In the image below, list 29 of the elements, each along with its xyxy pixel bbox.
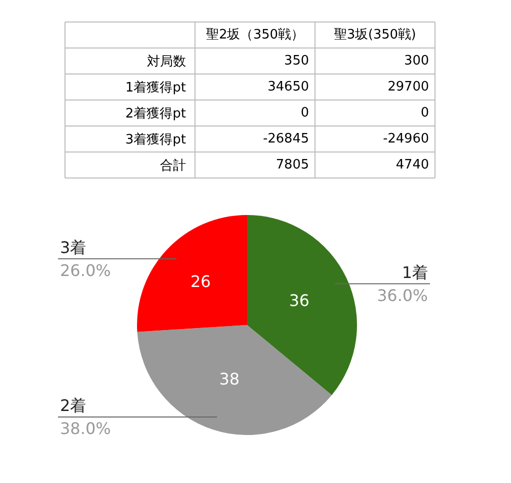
data-label: 4740 bbox=[396, 157, 429, 172]
data-label: 300 bbox=[404, 53, 429, 68]
data-label: -26845 bbox=[262, 131, 309, 146]
pie-slice bbox=[247, 215, 357, 396]
x-tick-label: 聖2坂（350戦） bbox=[206, 27, 304, 42]
slice-label: 2着 bbox=[60, 396, 86, 415]
y-tick-label: 3着獲得pt bbox=[125, 132, 186, 148]
data-label: 36 bbox=[289, 290, 310, 310]
data-label: 26 bbox=[190, 272, 211, 291]
slice-label: 3着 bbox=[60, 238, 86, 257]
data-label: 34650 bbox=[268, 79, 309, 94]
data-label: -24960 bbox=[382, 131, 429, 146]
y-tick-label: 2着獲得pt bbox=[125, 106, 186, 122]
text: 26.0% bbox=[60, 261, 111, 280]
data-label: 0 bbox=[300, 105, 309, 120]
y-tick-label: 対局数 bbox=[147, 54, 186, 70]
text: 38.0% bbox=[60, 419, 111, 438]
y-tick-label: 1着獲得pt bbox=[125, 80, 186, 96]
x-tick-label: 聖3坂(350戦) bbox=[334, 27, 416, 42]
pie-slice bbox=[137, 325, 332, 435]
y-tick-label: 合計 bbox=[160, 158, 186, 174]
data-label: 38 bbox=[219, 370, 240, 389]
text: 36.0% bbox=[377, 286, 428, 305]
slice-label: 1着 bbox=[402, 263, 428, 282]
data-label: 0 bbox=[420, 105, 429, 120]
data-label: 29700 bbox=[388, 79, 429, 94]
data-label: 7805 bbox=[276, 157, 309, 172]
data-label: 350 bbox=[284, 53, 309, 68]
pie-slice bbox=[137, 215, 247, 332]
